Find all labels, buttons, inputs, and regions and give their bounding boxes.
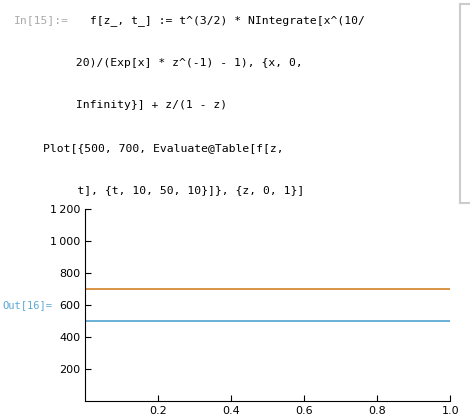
Text: 20)/(Exp[x] * z^(-1) - 1), {x, 0,: 20)/(Exp[x] * z^(-1) - 1), {x, 0, bbox=[14, 58, 303, 68]
Text: Plot[{500, 700, Evaluate@Table[f[z,: Plot[{500, 700, Evaluate@Table[f[z, bbox=[43, 143, 283, 153]
Text: Out[16]=: Out[16]= bbox=[2, 300, 52, 310]
Text: Infinity}] + z/(1 - z): Infinity}] + z/(1 - z) bbox=[14, 100, 228, 110]
Text: t], {t, 10, 50, 10}]}, {z, 0, 1}]: t], {t, 10, 50, 10}]}, {z, 0, 1}] bbox=[43, 186, 304, 196]
Text: f[z_, t_] := t^(3/2) * NIntegrate[x^(10/: f[z_, t_] := t^(3/2) * NIntegrate[x^(10/ bbox=[83, 15, 365, 26]
Text: In[15]:=: In[15]:= bbox=[14, 15, 69, 25]
